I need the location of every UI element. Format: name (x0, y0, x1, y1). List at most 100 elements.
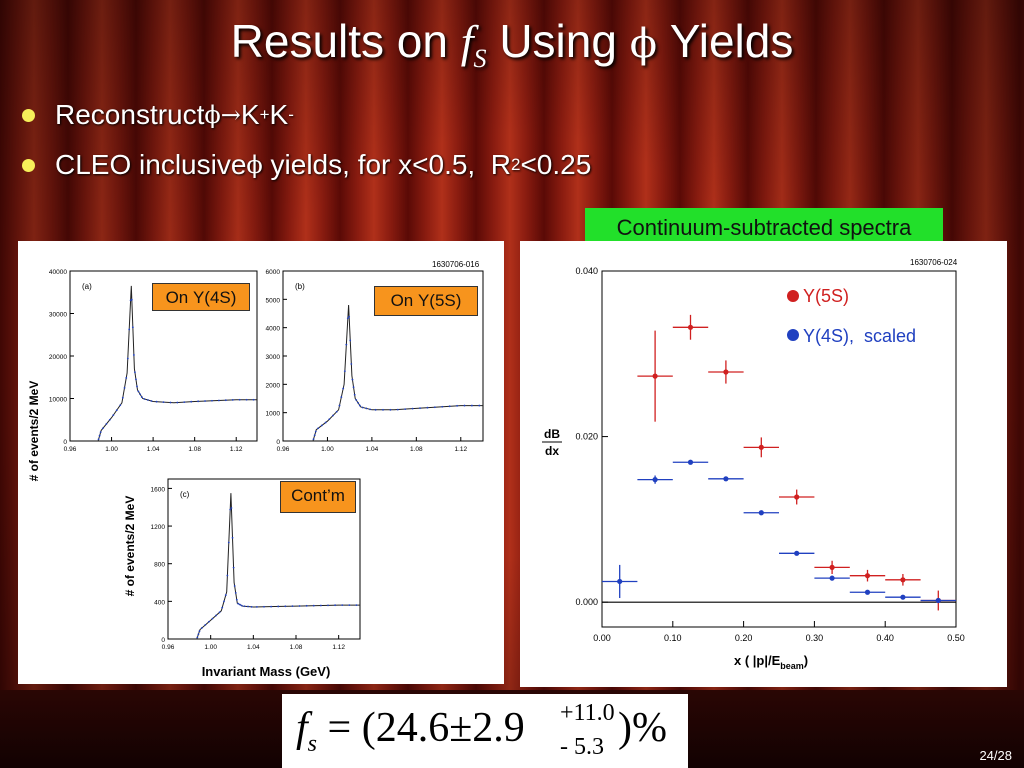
x-tick-label: 1.04 (147, 446, 160, 453)
panel-b: (b) 0 1000 2000 3000 4000 5000 6000 0.96 1.00 1.04… (266, 269, 484, 453)
data-point (147, 399, 149, 401)
slide-title: Results on fS Using ϕ Yields (230, 15, 794, 74)
data-point (900, 577, 906, 583)
data-point (426, 406, 429, 409)
data-point (230, 507, 233, 509)
y-tick-label: 30000 (49, 312, 67, 319)
x-tick-label: 1.00 (204, 644, 217, 651)
bullet-dot-icon (22, 108, 35, 122)
data-point (204, 623, 207, 626)
data-point (463, 404, 466, 407)
data-point (215, 614, 217, 617)
bullet-cleo: CLEO inclusive ϕ yields, for x<0.5, R 2 <0… (22, 140, 591, 190)
panel-c: (c) 0 400 800 1200 1600 0.96 1.00 1.04 1.08 1.12 (151, 478, 361, 651)
x-tick-label: 1.04 (247, 644, 260, 651)
data-point (369, 408, 371, 411)
formula-lower-error: - 5.3 (560, 734, 604, 760)
x-tick-label: 0.50 (947, 633, 965, 643)
data-point (270, 605, 273, 608)
data-point (218, 399, 220, 402)
data-point (829, 575, 835, 581)
x-tick-label: 0.96 (277, 446, 290, 453)
mass-spectra-figure: 1630706-016 # of events/2 MeV # of event… (18, 241, 504, 684)
fs-result-formula: fs = (24.6±2.9 +11.0 - 5.3 )% (282, 694, 688, 768)
legend-4s-marker (787, 329, 799, 341)
data-point (233, 585, 236, 587)
data-point (314, 430, 317, 433)
data-point (115, 409, 118, 412)
data-point (355, 399, 358, 401)
y-tick-label: 0.040 (575, 266, 598, 276)
data-point (357, 401, 359, 404)
x-tick-label: 0.00 (593, 633, 611, 643)
data-point (794, 550, 800, 556)
data-point (758, 510, 764, 516)
y-tick-label: 0.020 (575, 432, 598, 442)
data-point (125, 377, 128, 379)
mass-spectra-svg: 1630706-016 # of events/2 MeV # of event… (27, 260, 484, 679)
data-point (404, 408, 407, 411)
label-contm: Cont’m (280, 481, 356, 513)
data-point (218, 611, 221, 614)
data-point (239, 603, 241, 606)
panel-letter: (b) (295, 282, 305, 291)
x-tick-label: 1.08 (188, 446, 201, 453)
data-point (345, 343, 348, 346)
data-point (687, 459, 694, 465)
data-point (126, 357, 129, 360)
x-tick-label: 0.20 (735, 633, 753, 643)
data-point (223, 600, 225, 603)
label-on-4s: On Υ(4S) (152, 283, 250, 311)
data-point (183, 401, 186, 404)
y-tick-label: 400 (154, 599, 165, 606)
data-point (105, 423, 108, 425)
y-tick-label: 5000 (266, 297, 281, 304)
data-point (864, 573, 871, 579)
figure-tag: 1630706-024 (910, 258, 958, 267)
y-tick-label: 6000 (266, 269, 281, 276)
data-point (227, 541, 230, 544)
data-point (353, 393, 356, 396)
y-tick-label: 1200 (151, 524, 166, 531)
bullet-list: Reconstruct ϕ → K + K - CLEO inclusive ϕ yiel… (22, 90, 591, 190)
data-point (343, 370, 346, 373)
page-number: 24/28 (979, 748, 1012, 763)
data-point (338, 404, 341, 407)
x-tick-label: 0.30 (806, 633, 824, 643)
data-point (277, 605, 280, 608)
data-point (355, 604, 358, 607)
data-point (229, 508, 232, 511)
data-point (441, 405, 444, 408)
data-point (342, 387, 345, 390)
data-point (255, 606, 258, 608)
y-tick-label: 40000 (49, 269, 67, 276)
data-point (235, 598, 238, 601)
plot-frame (601, 270, 957, 628)
data-point (226, 574, 229, 577)
data-point (687, 324, 694, 330)
data-point (231, 536, 234, 539)
ylabel-bottom: # of events/2 MeV (123, 496, 137, 597)
data-point (389, 408, 392, 411)
fit-curve (97, 285, 257, 442)
y-tick-label: 0 (276, 439, 280, 446)
data-point (243, 605, 246, 608)
y-tick-label: 3000 (266, 354, 281, 361)
data-point (136, 385, 138, 388)
data-point (247, 605, 249, 608)
legend-5s-marker (787, 290, 799, 302)
data-point (119, 404, 122, 407)
data-point (155, 400, 158, 403)
data-point (245, 398, 248, 401)
data-point (198, 630, 201, 633)
data-point (231, 399, 234, 401)
data-point (319, 604, 322, 607)
data-point (340, 396, 343, 398)
data-point (617, 578, 623, 585)
data-point (317, 427, 320, 430)
fit-curve (312, 304, 483, 442)
data-point (134, 371, 136, 374)
data-point (130, 298, 133, 301)
data-point (652, 477, 658, 483)
data-point (250, 605, 253, 608)
